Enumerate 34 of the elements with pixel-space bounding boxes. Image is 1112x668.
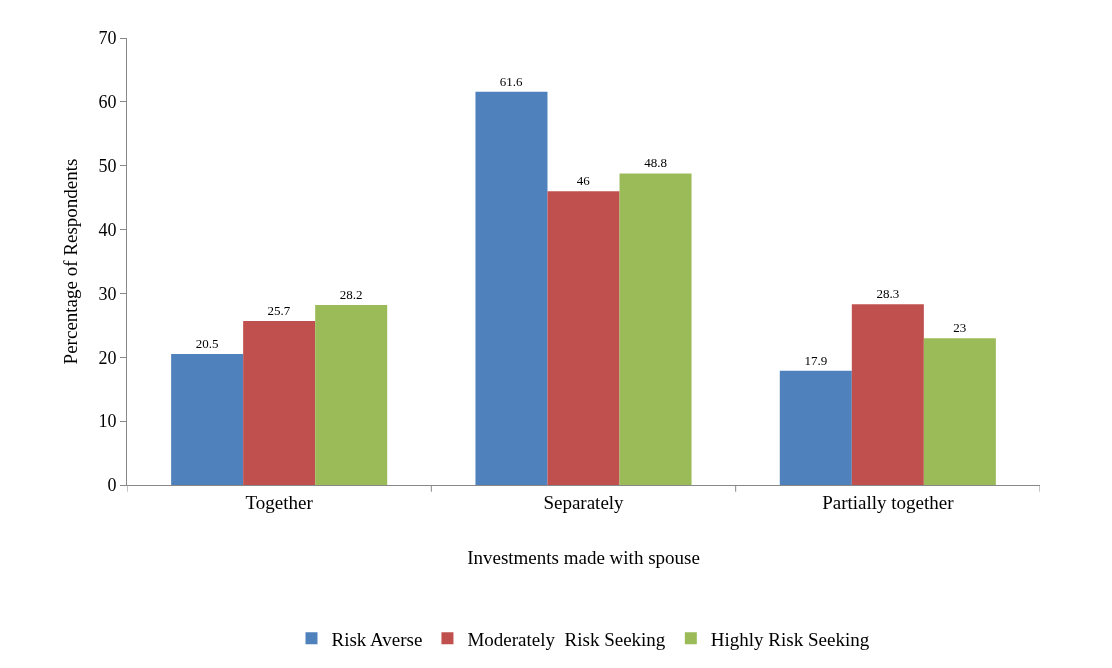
bar [475,91,548,485]
y-axis-title: Percentage of Respondents [60,158,82,365]
y-tick-label: 10 [98,411,117,432]
x-tick-label: Partially together [822,491,955,513]
data-label: 25.7 [267,302,291,318]
data-label: 28.3 [876,286,900,302]
bar [547,191,620,485]
y-tick-label: 70 [98,28,117,49]
bar [923,338,996,485]
y-tick-label: 60 [98,92,117,113]
x-axis-title: Investments made with spouse [467,546,700,568]
x-tick-label: Separately [543,491,625,513]
data-label: 61.6 [499,73,524,89]
data-label: 48.8 [644,155,667,171]
data-label: 20.5 [195,336,219,352]
bar [619,173,692,485]
bar [851,304,924,485]
y-tick-label: 50 [98,156,117,177]
legend-label: Highly Risk Seeking [710,628,870,650]
data-label: 17.9 [804,352,828,368]
bar [171,354,244,485]
data-label: 23 [953,320,967,336]
bar [315,304,388,485]
data-label: 28.2 [339,286,363,302]
x-tick-label: Together [245,491,314,513]
y-tick-label: 40 [98,219,117,240]
data-label: 46 [576,173,591,189]
legend-label: Risk Averse [331,628,423,650]
bar [243,320,316,485]
y-tick-label: 20 [98,347,117,368]
bar [779,370,852,485]
legend-label: Moderately Risk Seeking [467,628,666,650]
y-tick-label: 30 [98,283,117,304]
y-tick-label: 0 [107,475,117,496]
